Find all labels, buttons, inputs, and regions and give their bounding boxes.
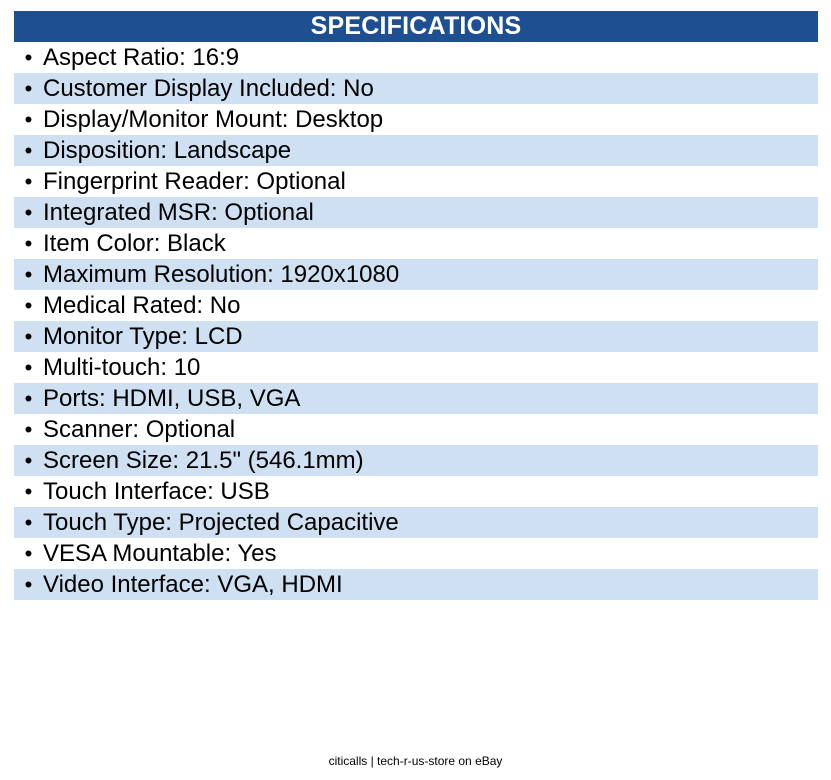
spec-row-screen-size: • Screen Size: 21.5" (546.1mm)	[14, 445, 818, 476]
specifications-sheet: SPECIFICATIONS • Aspect Ratio: 16:9 • Cust…	[14, 11, 818, 600]
specifications-header: SPECIFICATIONS	[14, 11, 818, 42]
spec-text: Medical Rated: No	[43, 292, 241, 319]
spec-text: Ports: HDMI, USB, VGA	[43, 385, 301, 412]
spec-row-video-interface: • Video Interface: VGA, HDMI	[14, 569, 818, 600]
bullet-icon: •	[24, 231, 33, 256]
footer-credit: citicalls | tech-r-us-store on eBay	[328, 754, 503, 768]
spec-row-monitor-type: • Monitor Type: LCD	[14, 321, 818, 352]
spec-text: Scanner: Optional	[43, 416, 236, 443]
spec-row-scanner: • Scanner: Optional	[14, 414, 818, 445]
spec-row-multi-touch: • Multi-touch: 10	[14, 352, 818, 383]
bullet-icon: •	[24, 572, 33, 597]
bullet-icon: •	[24, 510, 33, 535]
spec-row-vesa-mountable: • VESA Mountable: Yes	[14, 538, 818, 569]
bullet-icon: •	[24, 293, 33, 318]
spec-text: Monitor Type: LCD	[43, 323, 243, 350]
spec-text: Integrated MSR: Optional	[43, 199, 314, 226]
bullet-icon: •	[24, 324, 33, 349]
spec-row-maximum-resolution: • Maximum Resolution: 1920x1080	[14, 259, 818, 290]
spec-row-item-color: • Item Color: Black	[14, 228, 818, 259]
spec-text: Maximum Resolution: 1920x1080	[43, 261, 400, 288]
spec-row-touch-type: • Touch Type: Projected Capacitive	[14, 507, 818, 538]
spec-row-fingerprint-reader: • Fingerprint Reader: Optional	[14, 166, 818, 197]
spec-text: Touch Type: Projected Capacitive	[43, 509, 399, 536]
spec-text: Disposition: Landscape	[43, 137, 292, 164]
spec-row-customer-display: • Customer Display Included: No	[14, 73, 818, 104]
spec-row-ports: • Ports: HDMI, USB, VGA	[14, 383, 818, 414]
bullet-icon: •	[24, 200, 33, 225]
spec-row-medical-rated: • Medical Rated: No	[14, 290, 818, 321]
bullet-icon: •	[24, 355, 33, 380]
bullet-icon: •	[24, 107, 33, 132]
bullet-icon: •	[24, 45, 33, 70]
spec-text: Video Interface: VGA, HDMI	[43, 571, 343, 598]
spec-text: Item Color: Black	[43, 230, 226, 257]
spec-text: Customer Display Included: No	[43, 75, 374, 102]
spec-row-disposition: • Disposition: Landscape	[14, 135, 818, 166]
bullet-icon: •	[24, 448, 33, 473]
bullet-icon: •	[24, 169, 33, 194]
bullet-icon: •	[24, 479, 33, 504]
spec-text: Touch Interface: USB	[43, 478, 270, 505]
spec-text: Multi-touch: 10	[43, 354, 201, 381]
bullet-icon: •	[24, 138, 33, 163]
spec-text: Fingerprint Reader: Optional	[43, 168, 346, 195]
spec-row-integrated-msr: • Integrated MSR: Optional	[14, 197, 818, 228]
spec-text: Screen Size: 21.5" (546.1mm)	[43, 447, 364, 474]
spec-text: Display/Monitor Mount: Desktop	[43, 106, 384, 133]
bullet-icon: •	[24, 541, 33, 566]
spec-list: • Aspect Ratio: 16:9 • Customer Display In…	[14, 42, 818, 600]
spec-row-aspect-ratio: • Aspect Ratio: 16:9	[14, 42, 818, 73]
spec-text: Aspect Ratio: 16:9	[43, 44, 240, 71]
bullet-icon: •	[24, 262, 33, 287]
spec-text: VESA Mountable: Yes	[43, 540, 277, 567]
bullet-icon: •	[24, 76, 33, 101]
spec-row-monitor-mount: • Display/Monitor Mount: Desktop	[14, 104, 818, 135]
bullet-icon: •	[24, 417, 33, 442]
spec-row-touch-interface: • Touch Interface: USB	[14, 476, 818, 507]
bullet-icon: •	[24, 386, 33, 411]
